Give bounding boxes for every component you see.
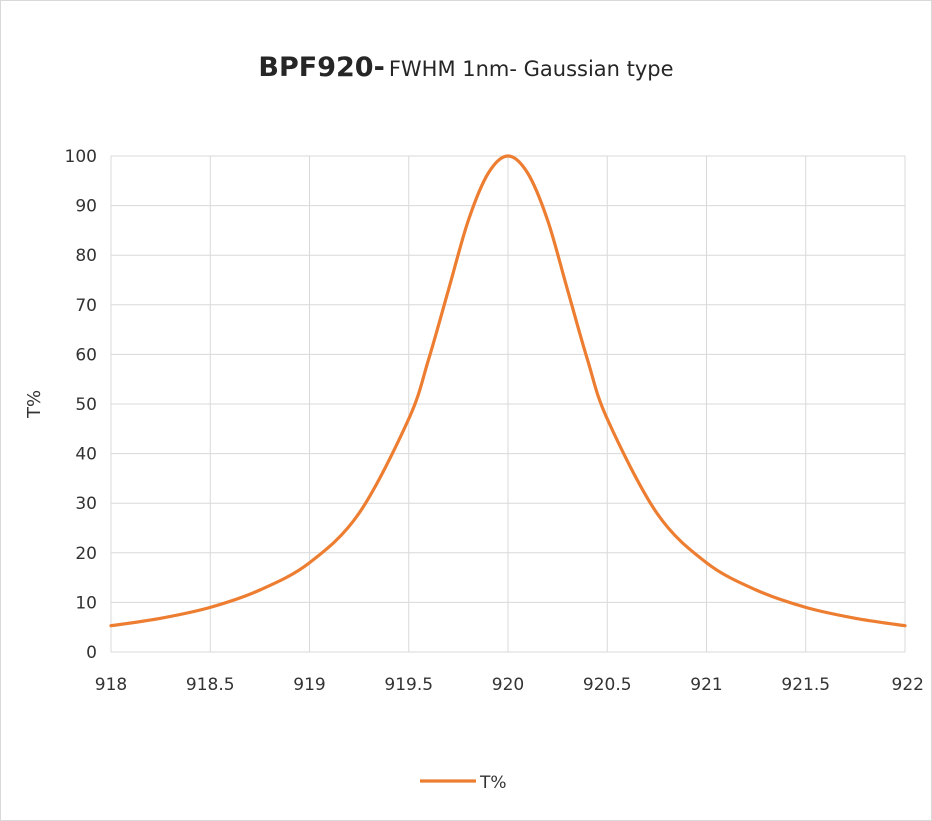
y-tick-label: 80	[75, 246, 97, 266]
y-axis-ticks: 0 10 20 30 40 50 60 70 80 90 100	[65, 147, 97, 663]
y-tick-label: 40	[75, 445, 97, 465]
chart-title: BPF920- FWHM 1nm- Gaussian type	[0, 52, 932, 83]
y-tick-label: 50	[75, 395, 97, 415]
chart-title-rest: FWHM 1nm- Gaussian type	[388, 57, 674, 81]
legend-label: T%	[479, 773, 507, 793]
x-tick-label: 921	[690, 675, 722, 695]
series-group	[109, 154, 907, 628]
y-tick-label: 90	[75, 197, 97, 217]
grid-lines	[110, 155, 906, 653]
y-tick-label: 30	[75, 494, 97, 514]
x-tick-label: 919	[293, 675, 325, 695]
x-tick-label: 922	[892, 675, 924, 695]
x-tick-label: 920.5	[583, 675, 632, 695]
x-axis-ticks: 918 918.5 919 919.5 920 920.5 921 921.5 922	[95, 675, 924, 695]
x-tick-label: 920	[492, 675, 524, 695]
x-tick-label: 921.5	[781, 675, 830, 695]
series-line	[109, 154, 907, 628]
y-tick-label: 70	[75, 296, 97, 316]
x-tick-label: 918	[95, 675, 127, 695]
chart-title-bold: BPF920-	[258, 52, 385, 83]
y-tick-label: 20	[75, 544, 97, 564]
y-axis-label: T%	[24, 390, 45, 419]
x-tick-label: 919.5	[384, 675, 433, 695]
y-tick-label: 100	[65, 147, 97, 167]
y-tick-label: 60	[75, 345, 97, 365]
y-tick-label: 10	[75, 593, 97, 613]
y-tick-label: 0	[86, 643, 97, 663]
x-tick-label: 918.5	[186, 675, 235, 695]
legend: T%	[420, 773, 507, 793]
